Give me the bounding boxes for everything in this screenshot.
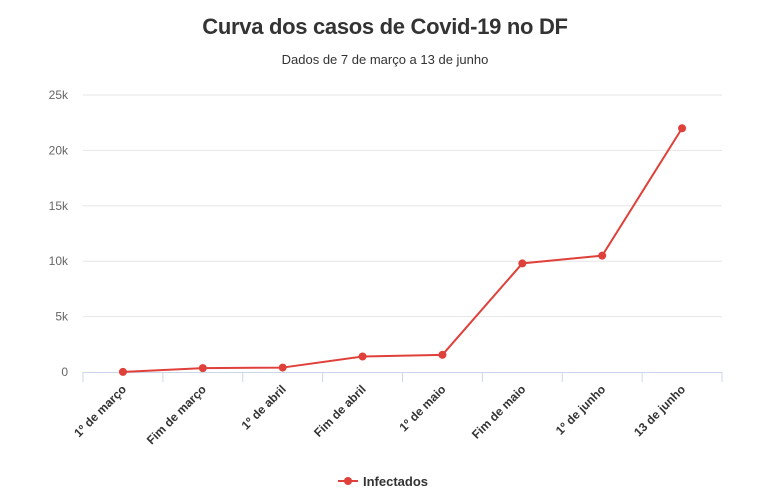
grid-lines <box>83 94 722 318</box>
data-point[interactable] <box>278 363 287 372</box>
x-tick-label: Fim de abril <box>311 382 369 440</box>
x-tick-label: Fim de maio <box>469 382 528 441</box>
chart-title: Curva dos casos de Covid-19 no DF <box>202 14 567 39</box>
y-tick-label: 20k <box>49 143 69 157</box>
series-line <box>121 127 684 373</box>
x-tick-label: 1º de junho <box>553 382 608 437</box>
data-point[interactable] <box>438 350 447 359</box>
legend[interactable]: Infectados <box>338 474 428 489</box>
legend-item-infectados[interactable]: Infectados <box>363 474 428 489</box>
data-point[interactable] <box>198 364 207 373</box>
x-tick-label: 1º de maio <box>396 382 448 434</box>
data-point[interactable] <box>518 259 527 268</box>
y-tick-label: 25k <box>49 88 69 102</box>
y-tick-label: 15k <box>49 199 69 213</box>
x-tick-label: 1º de abril <box>239 382 289 432</box>
x-tick-label: 13 de junho <box>631 382 688 439</box>
y-tick-label: 0 <box>61 365 68 379</box>
y-axis-labels: 0 5k 10k 15k 20k 25k <box>49 88 69 379</box>
x-axis: 1º de março Fim de março 1º de abril Fim de… <box>71 372 723 447</box>
x-tick-label: Fim de março <box>144 382 209 447</box>
data-point[interactable] <box>678 124 687 133</box>
data-point[interactable] <box>598 251 607 260</box>
data-point[interactable] <box>358 352 367 361</box>
data-point[interactable] <box>118 367 127 376</box>
chart-subtitle: Dados de 7 de março a 13 de junho <box>282 52 489 67</box>
x-tick-label: 1º de março <box>71 382 129 440</box>
y-tick-label: 10k <box>49 254 69 268</box>
legend-dot-marker <box>344 477 352 485</box>
y-tick-label: 5k <box>55 310 69 324</box>
series-infectados[interactable] <box>118 124 687 376</box>
